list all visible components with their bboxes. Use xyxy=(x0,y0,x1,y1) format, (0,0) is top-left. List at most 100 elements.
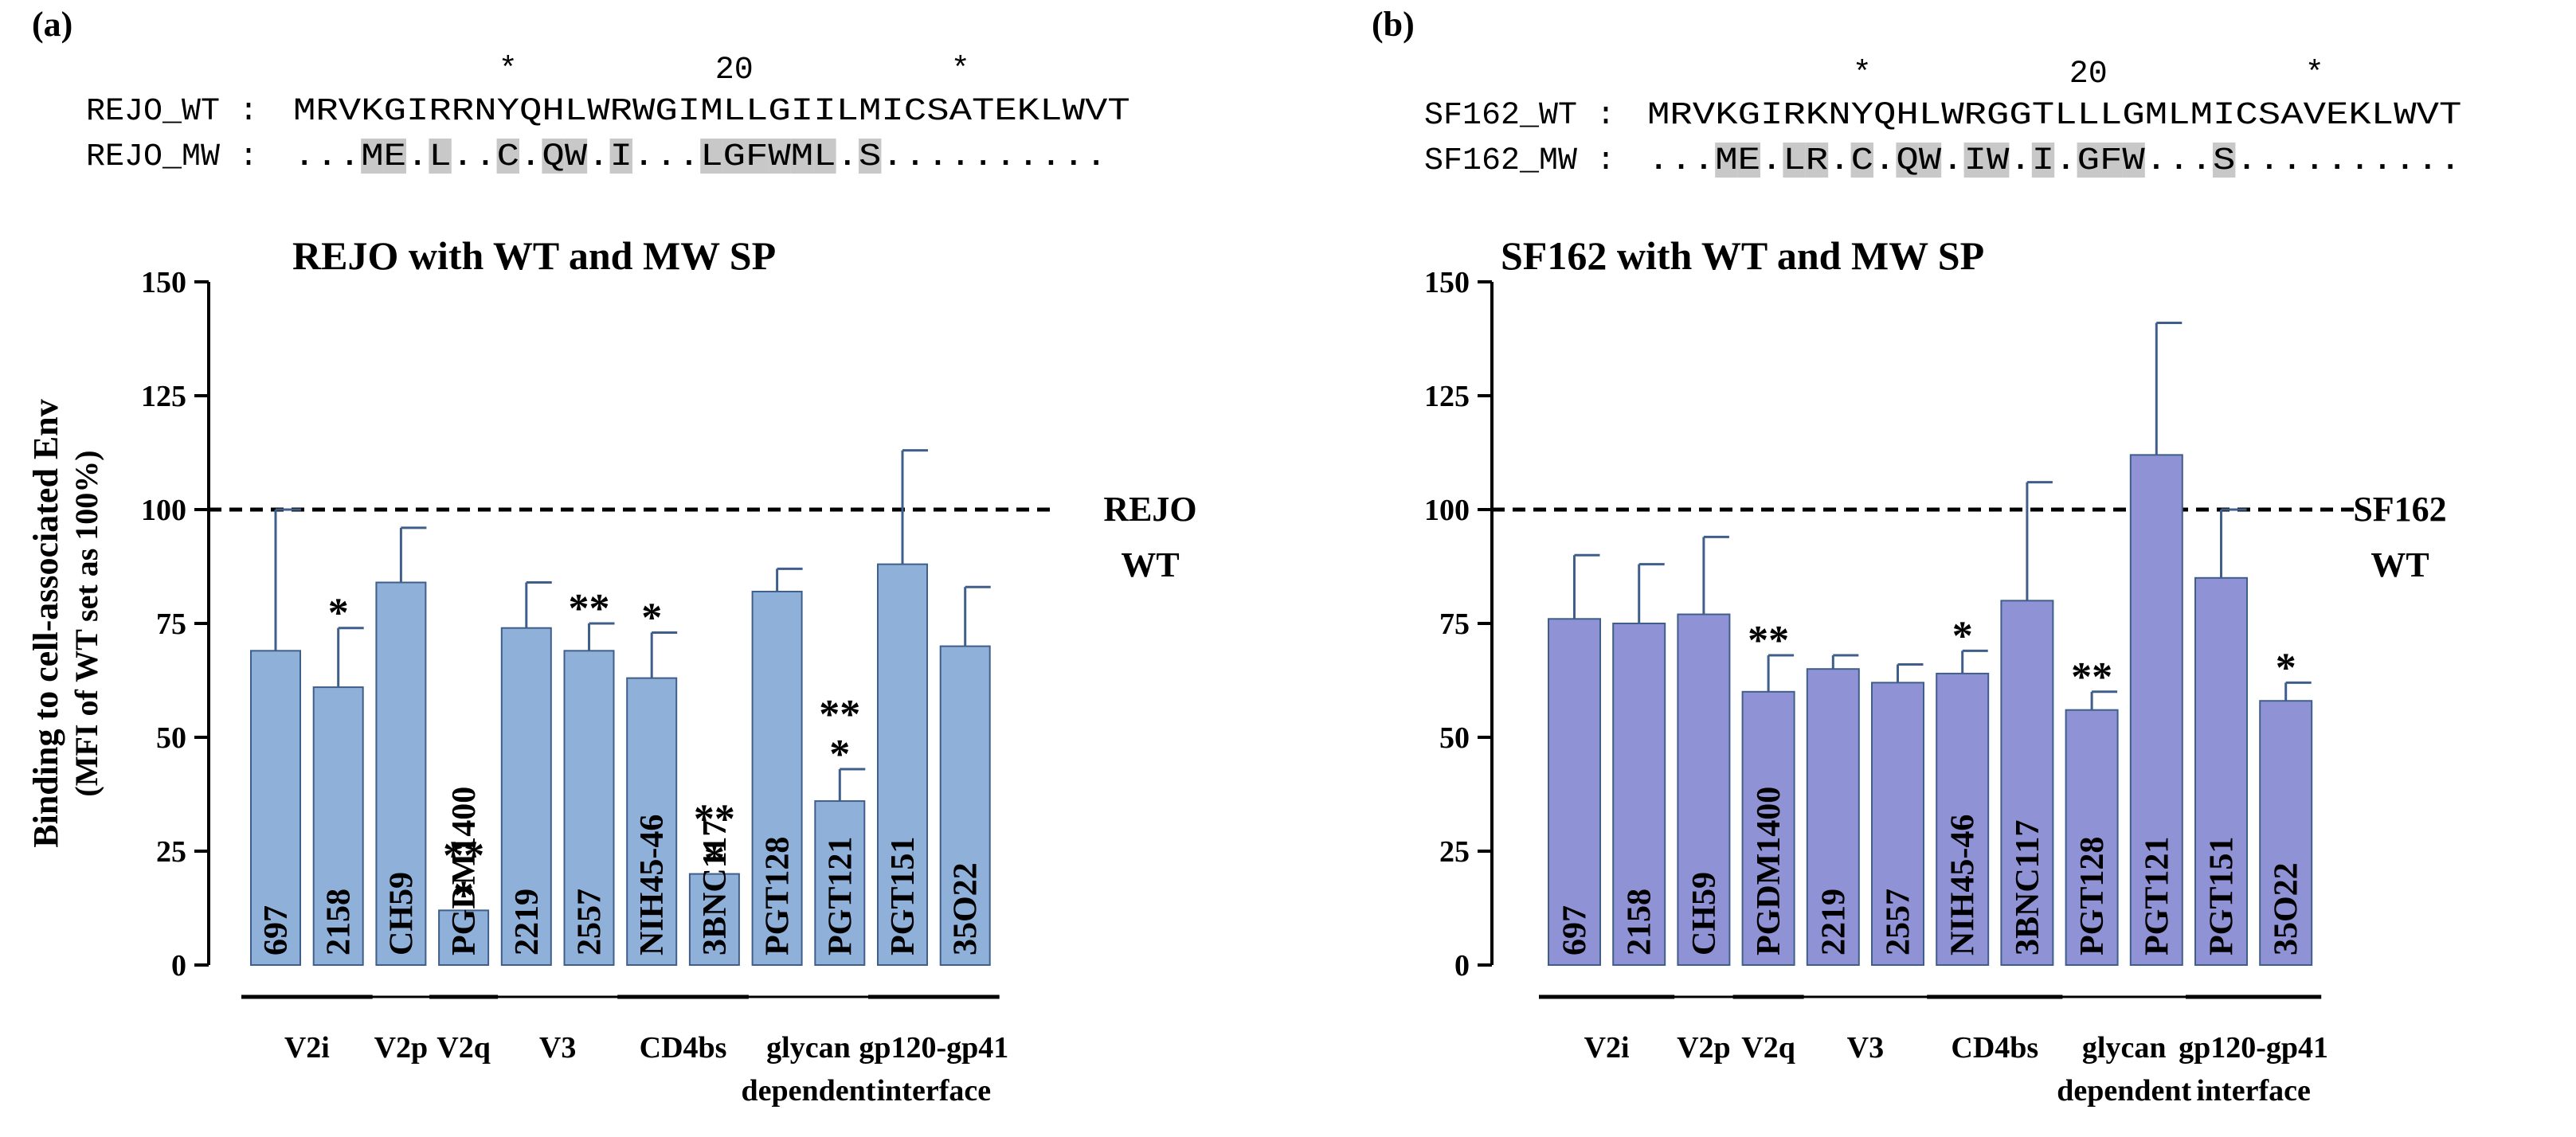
alignment-highlight xyxy=(2122,143,2145,178)
alignment-highlight xyxy=(1896,143,1919,178)
bar-category-label: PGT151 xyxy=(885,837,922,955)
bar xyxy=(2000,600,2054,967)
alignment-highlight xyxy=(700,139,723,174)
significance-marker: * xyxy=(328,591,349,636)
alignment-highlight xyxy=(1850,143,1873,178)
reference-label: WT xyxy=(1121,545,1179,584)
alignment-highlight xyxy=(746,139,769,174)
group-label: glycan xyxy=(2082,1031,2167,1065)
bar xyxy=(688,873,740,966)
group-label: glycan xyxy=(766,1031,851,1065)
bar-category-label: 3BNC117 xyxy=(2010,820,2046,955)
panel-b: (b) * 20 * SF162_WT : SF162_MW : MRVKGIRKNYQHL… xyxy=(1372,5,2461,1108)
group-label: V2q xyxy=(437,1031,491,1065)
panel-label: (a) xyxy=(32,5,72,44)
group-label: V2q xyxy=(1741,1031,1795,1065)
position-star-marker: * xyxy=(499,53,518,88)
alignment-highlight xyxy=(1987,143,2010,178)
wt-sequence-name: SF162_WT : xyxy=(1424,98,1615,134)
alignment-highlight xyxy=(1805,143,1829,178)
mw-sequence: ...ME.L..C.QW.I...LGFWML.S.......... xyxy=(293,139,1107,175)
bar-category-label: 35O22 xyxy=(2269,862,2305,955)
bar xyxy=(500,627,552,966)
bar xyxy=(2129,454,2183,966)
bar xyxy=(438,909,490,966)
bar-category-label: 697 xyxy=(1557,905,1594,955)
significance-marker: ** xyxy=(819,692,860,737)
significance-marker: * xyxy=(641,595,662,640)
alignment-highlight xyxy=(1918,143,1942,178)
wt-sequence-name: REJO_WT : xyxy=(86,94,258,130)
group-label: CD4bs xyxy=(1951,1031,2038,1065)
alignment-highlight xyxy=(813,139,836,174)
alignment-highlight xyxy=(2100,143,2123,178)
group-label: V3 xyxy=(539,1031,576,1065)
significance-marker: ** xyxy=(443,833,484,878)
group-label: V3 xyxy=(1847,1031,1884,1065)
bar xyxy=(250,650,301,966)
bar-category-label: CH59 xyxy=(383,872,420,955)
bar-category-label: PGT128 xyxy=(2074,837,2111,955)
alignment-highlight xyxy=(722,139,746,174)
bar xyxy=(877,563,928,966)
y-tick-label: 125 xyxy=(1424,380,1470,413)
alignment-highlight xyxy=(859,139,882,174)
reference-label: SF162 xyxy=(2353,490,2446,529)
significance-marker: ** xyxy=(1748,618,1789,663)
y-tick-label: 25 xyxy=(156,835,186,869)
mw-sequence: ...ME.LR.C.QW.IW.I.GFW...S.......... xyxy=(1647,143,2461,179)
position-star-marker: * xyxy=(2305,57,2324,92)
group-label: dependent xyxy=(2057,1074,2191,1108)
bar xyxy=(1936,672,1990,966)
reference-label: REJO xyxy=(1103,490,1196,529)
alignment-highlight xyxy=(609,139,632,174)
bar xyxy=(751,590,803,967)
y-axis-label-sub: (MFI of WT set as 100%) xyxy=(69,450,104,796)
bar xyxy=(1677,613,1731,966)
bar xyxy=(1612,623,1666,966)
panel-a: (a) * 20 * REJO_WT : REJO_MW : MRVKGIRRNYQHLWR… xyxy=(26,5,1197,1108)
bar xyxy=(2194,576,2248,966)
bar-category-label: NIH45-46 xyxy=(634,815,671,955)
y-tick-label: 125 xyxy=(141,380,186,413)
bar-category-label: CH59 xyxy=(1686,872,1723,955)
bar xyxy=(563,650,615,966)
position-20-label: 20 xyxy=(2069,57,2108,92)
bar-category-label: 2219 xyxy=(1815,889,1852,955)
bar xyxy=(626,677,678,966)
mw-sequence-name: REJO_MW : xyxy=(86,139,258,175)
position-star-marker: * xyxy=(1853,57,1872,92)
bar-category-label: 3BNC117 xyxy=(697,820,734,955)
bar-category-label: PGT128 xyxy=(760,837,797,955)
alignment-highlight xyxy=(768,139,791,174)
bar xyxy=(939,645,991,966)
bar-category-label: 2158 xyxy=(321,889,358,955)
bar xyxy=(2259,700,2313,966)
bar-category-label: 697 xyxy=(258,905,295,955)
group-label: V2i xyxy=(1584,1031,1630,1065)
significance-marker: * xyxy=(704,837,725,882)
y-tick-label: 150 xyxy=(141,266,186,299)
group-label: V2p xyxy=(1677,1031,1731,1065)
alignment-highlight xyxy=(2213,143,2236,178)
bar xyxy=(814,800,866,967)
alignment-highlight xyxy=(2031,143,2055,178)
bar-category-label: PGT121 xyxy=(822,837,859,955)
significance-marker: * xyxy=(453,873,474,918)
bar xyxy=(1741,690,1795,966)
y-axis-label: Binding to cell-associated Env xyxy=(26,399,65,848)
significance-marker: ** xyxy=(2071,654,2112,700)
alignment-highlight xyxy=(1783,143,1806,178)
significance-marker: ** xyxy=(569,586,610,631)
bar xyxy=(2065,709,2119,966)
y-tick-label: 50 xyxy=(1439,721,1470,755)
significance-marker: * xyxy=(1952,613,1973,658)
bar-category-label: NIH45-46 xyxy=(1945,815,1982,955)
group-label: gp120-gp41 xyxy=(859,1031,1008,1065)
group-label: gp120-gp41 xyxy=(2179,1031,2328,1065)
position-20-label: 20 xyxy=(715,53,754,88)
chart-title: REJO with WT and MW SP xyxy=(292,233,776,278)
bar-category-label: PGDM1400 xyxy=(1751,787,1787,955)
bar-category-label: 2158 xyxy=(1622,889,1658,955)
y-tick-label: 150 xyxy=(1424,266,1470,299)
